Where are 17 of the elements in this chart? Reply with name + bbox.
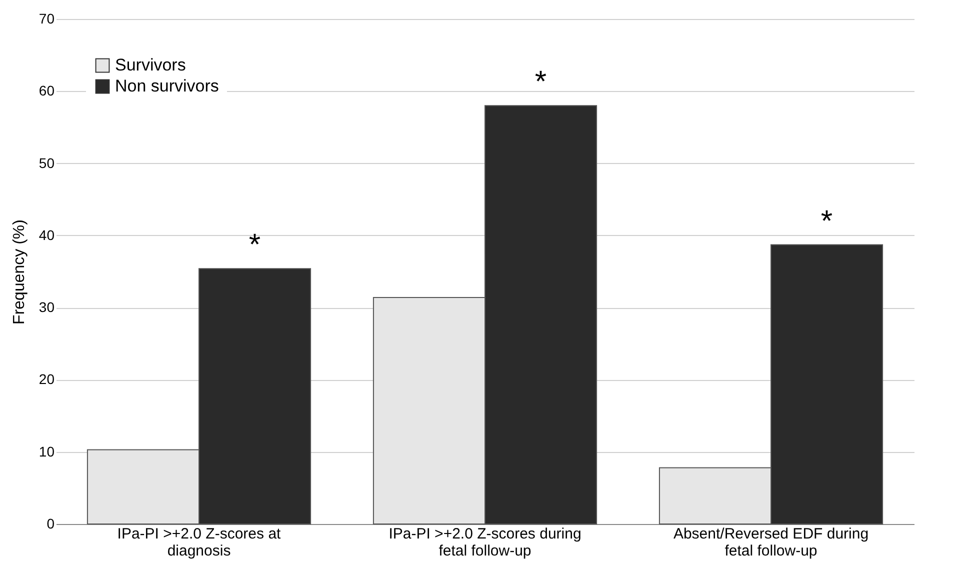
annotation: * [820, 204, 833, 238]
y-tick-label: 70 [38, 10, 55, 26]
legend-label: Non survivors [115, 76, 219, 96]
y-tick-label: 10 [38, 443, 55, 460]
x-tick-label: IPa-PI >+2.0 Z-scores during fetal follow-up [388, 526, 582, 560]
legend-label: Survivors [115, 56, 186, 74]
y-tick-label: 60 [38, 82, 55, 99]
annotation: * [248, 228, 261, 262]
x-tick-label: Absent/Reversed EDF during fetal follow-up [673, 526, 869, 560]
y-tick-label: 0 [46, 516, 55, 532]
y-tick-label: 30 [38, 299, 55, 316]
y-tick-label: 20 [38, 371, 55, 388]
y-axis-title: Frequency (%) [10, 220, 28, 324]
y-tick-label: 50 [38, 154, 55, 171]
x-tick-label: IPa-PI >+2.0 Z-scores at diagnosis [117, 526, 282, 560]
y-tick-label: 40 [38, 226, 55, 243]
annotation: * [534, 66, 547, 99]
